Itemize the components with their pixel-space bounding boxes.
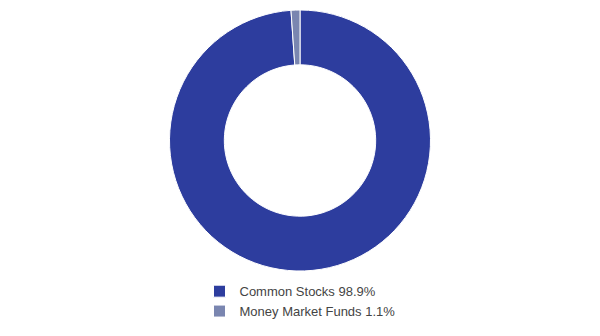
svg-text:Common Stocks 98.9%: Common Stocks 98.9% (240, 284, 376, 299)
svg-text:Money Market Funds 1.1%: Money Market Funds 1.1% (240, 304, 396, 319)
